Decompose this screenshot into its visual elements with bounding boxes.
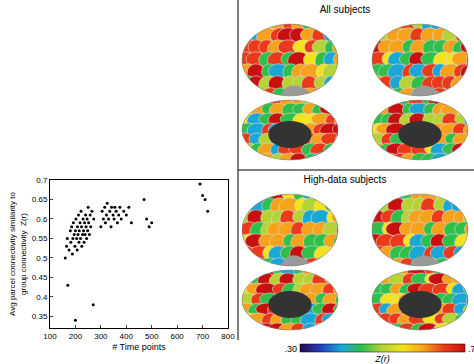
svg-text:0.55: 0.55 bbox=[32, 234, 48, 243]
svg-text:.70: .70 bbox=[468, 344, 474, 354]
svg-text:All subjects: All subjects bbox=[320, 4, 371, 15]
svg-text:800: 800 bbox=[221, 332, 235, 341]
svg-text:300: 300 bbox=[94, 332, 108, 341]
svg-text:0.4: 0.4 bbox=[36, 293, 48, 302]
svg-text:Z(r): Z(r) bbox=[374, 354, 390, 364]
svg-text:0.5: 0.5 bbox=[36, 254, 48, 263]
svg-text:0.65: 0.65 bbox=[32, 195, 48, 204]
svg-text:600: 600 bbox=[170, 332, 184, 341]
svg-text:100: 100 bbox=[43, 332, 57, 341]
svg-text:0.35: 0.35 bbox=[32, 312, 48, 321]
svg-text:High-data subjects: High-data subjects bbox=[304, 174, 387, 185]
svg-text:700: 700 bbox=[196, 332, 210, 341]
svg-text:0.45: 0.45 bbox=[32, 273, 48, 282]
svg-text:200: 200 bbox=[69, 332, 83, 341]
svg-text:.30: .30 bbox=[284, 344, 297, 354]
svg-text:Avg parcel connectivity simila: Avg parcel connectivity similarity togro… bbox=[8, 192, 27, 316]
svg-text:0.6: 0.6 bbox=[36, 215, 48, 224]
svg-text:# Time points: # Time points bbox=[112, 342, 166, 352]
svg-text:0.7: 0.7 bbox=[36, 176, 48, 185]
svg-text:400: 400 bbox=[120, 332, 134, 341]
svg-text:500: 500 bbox=[145, 332, 159, 341]
